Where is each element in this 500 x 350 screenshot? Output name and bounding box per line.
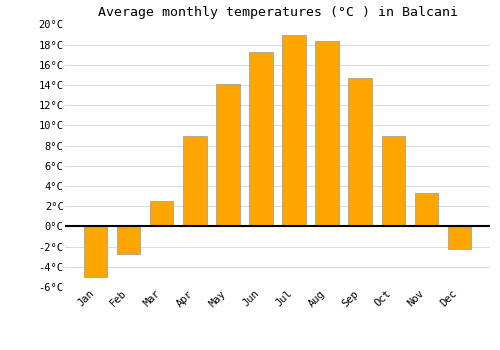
Bar [118, 226, 141, 254]
Bar [448, 226, 470, 248]
Bar [348, 78, 372, 226]
Bar [316, 41, 338, 226]
Bar [216, 84, 240, 226]
Title: Average monthly temperatures (°C ) in Balcani: Average monthly temperatures (°C ) in Ba… [98, 6, 458, 19]
Bar [382, 135, 404, 226]
Bar [414, 193, 438, 226]
Bar [150, 201, 174, 226]
Bar [184, 135, 206, 226]
Bar [250, 52, 272, 226]
Bar [84, 226, 108, 277]
Bar [282, 35, 306, 226]
